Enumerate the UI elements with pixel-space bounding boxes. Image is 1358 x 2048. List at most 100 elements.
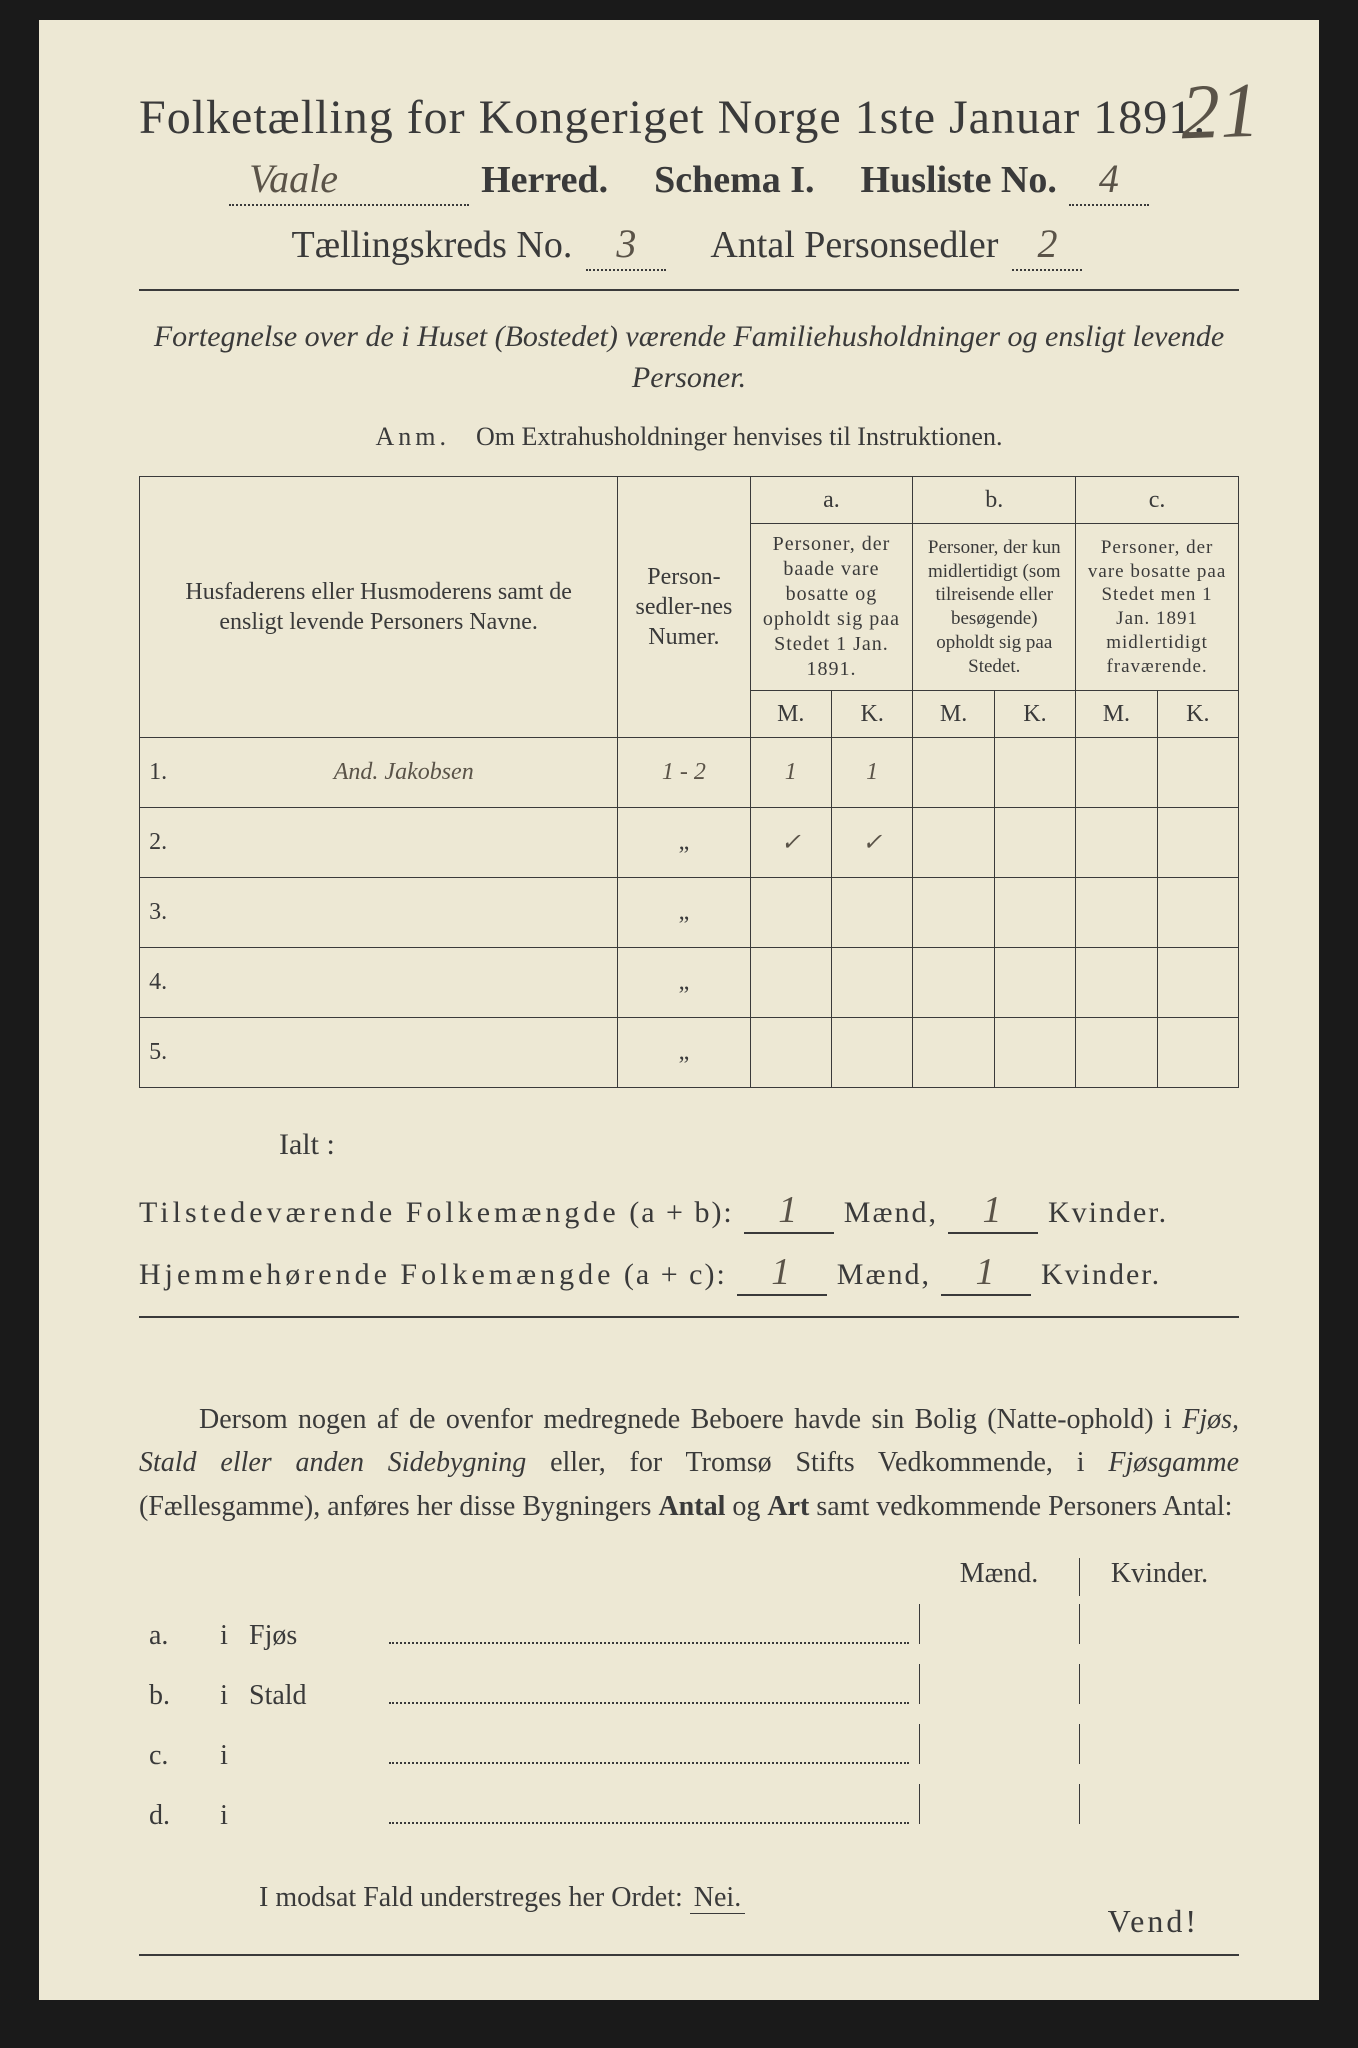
col-a-label: a.	[750, 477, 913, 524]
schema-label: Schema I.	[654, 158, 814, 202]
bld-k	[1079, 1784, 1239, 1824]
buildings-block: Mænd. Kvinder. a.iFjøsb.iStaldc.id.i	[139, 1558, 1239, 1832]
bld-dots	[389, 1762, 909, 1764]
t1-m: 1	[744, 1188, 834, 1234]
row-b-k	[994, 878, 1075, 948]
census-form-page: 2 1 Folketælling for Kongeriget Norge 1st…	[39, 20, 1319, 2000]
col-a-text: Personer, der baade vare bosatte og opho…	[750, 524, 913, 691]
row-b-m	[913, 1018, 994, 1088]
totals-row-1: Tilstedeværende Folkemængde (a + b): 1 M…	[139, 1188, 1239, 1234]
herred-label: Herred.	[481, 158, 608, 202]
census-table: Husfaderens eller Husmoderens samt de en…	[139, 476, 1239, 1088]
ialt-label: Ialt :	[279, 1128, 1239, 1162]
census-table-wrap: Husfaderens eller Husmoderens samt de en…	[139, 476, 1239, 1088]
bld-letter: a.	[139, 1620, 199, 1652]
bld-dots	[389, 1702, 909, 1704]
col-c-m: M.	[1076, 691, 1157, 738]
bld-dots	[389, 1822, 909, 1824]
table-row: 5.„	[140, 1018, 1239, 1088]
row-name	[180, 948, 618, 1018]
row-a-k	[831, 878, 912, 948]
bld-i: i	[199, 1620, 249, 1652]
row-c-k	[1157, 1018, 1238, 1088]
personsedler-label: Antal Personsedler	[710, 223, 998, 267]
row-b-m	[913, 948, 994, 1018]
row-b-k	[994, 738, 1075, 808]
row-b-k	[994, 948, 1075, 1018]
header-line-2: Vaale Herred. Schema I. Husliste No. 4	[139, 155, 1239, 206]
table-row: 3. „	[140, 878, 1239, 948]
main-title: Folketælling for Kongeriget Norge 1ste J…	[139, 90, 1239, 145]
herred-value: Vaale	[229, 155, 469, 206]
nei-line: I modsat Fald understreges her Ordet: Ne…	[139, 1882, 1239, 1914]
subtitle-text: Fortegnelse over de i Huset (Bostedet) v…	[154, 320, 1224, 394]
row-a-k	[831, 1018, 912, 1088]
row-a-k: ✓	[831, 808, 912, 878]
row-a-m	[750, 1018, 831, 1088]
row-c-m	[1076, 878, 1157, 948]
bld-i: i	[199, 1740, 249, 1772]
row-c-k	[1157, 948, 1238, 1018]
bld-k	[1079, 1604, 1239, 1644]
totals-block: Tilstedeværende Folkemængde (a + b): 1 M…	[139, 1188, 1239, 1296]
header-line-3: Tællingskreds No. 3 Antal Personsedler 2	[139, 220, 1239, 271]
row-c-m	[1076, 738, 1157, 808]
row-c-k	[1157, 738, 1238, 808]
bld-i: i	[199, 1800, 249, 1832]
row-a-k: 1	[831, 738, 912, 808]
row-numer: 1 - 2	[618, 738, 750, 808]
row-number: 3.	[140, 878, 181, 948]
col-c-text: Personer, der vare bosatte paa Stedet me…	[1076, 524, 1239, 691]
totals-row-2: Hjemmehørende Folkemængde (a + c): 1 Mæn…	[139, 1250, 1239, 1296]
rule-1	[139, 289, 1239, 291]
census-tbody: 1.And. Jakobsen1 - 2112.„✓✓3.„4.„5.„	[140, 738, 1239, 1088]
personsedler-value: 2	[1012, 220, 1082, 271]
row-number: 1.	[140, 738, 181, 808]
nei-pre: I modsat Fald understreges her Ordet:	[259, 1882, 683, 1913]
row-c-m	[1076, 808, 1157, 878]
building-row: b.iStald	[139, 1664, 1239, 1712]
husliste-label: Husliste No.	[861, 158, 1057, 202]
nei-word: Nei.	[690, 1882, 745, 1914]
bld-m	[919, 1664, 1079, 1704]
kreds-value: 3	[586, 220, 666, 271]
anm-text: Om Extrahusholdninger henvises til Instr…	[476, 422, 1002, 451]
building-row: a.iFjøs	[139, 1604, 1239, 1652]
row-numer: „	[618, 878, 750, 948]
table-row: 1.And. Jakobsen1 - 211	[140, 738, 1239, 808]
row-name: And. Jakobsen	[180, 738, 618, 808]
row-numer: „	[618, 808, 750, 878]
t2-maend: Mænd,	[837, 1258, 931, 1292]
t1-k: 1	[948, 1188, 1038, 1234]
row-b-m	[913, 738, 994, 808]
row-a-m: 1	[750, 738, 831, 808]
building-row: d.i	[139, 1784, 1239, 1832]
col-a-k: K.	[831, 691, 912, 738]
row-name	[180, 878, 618, 948]
row-number: 5.	[140, 1018, 181, 1088]
row-c-m	[1076, 1018, 1157, 1088]
t1-kvinder: Kvinder.	[1048, 1196, 1168, 1230]
bld-k	[1079, 1664, 1239, 1704]
t2-k: 1	[941, 1250, 1031, 1296]
row-b-k	[994, 808, 1075, 878]
buildings-rows: a.iFjøsb.iStaldc.id.i	[139, 1604, 1239, 1832]
col-names: Husfaderens eller Husmoderens samt de en…	[140, 477, 618, 738]
row-b-m	[913, 878, 994, 948]
rule-2	[139, 1316, 1239, 1318]
row-number: 4.	[140, 948, 181, 1018]
row-b-m	[913, 808, 994, 878]
row-a-m	[750, 948, 831, 1018]
table-row: 4. „	[140, 948, 1239, 1018]
vend-label: Vend!	[1108, 1903, 1199, 1940]
bld-dots	[389, 1642, 909, 1644]
col-b-text: Personer, der kun midlertidigt (som tilr…	[913, 524, 1076, 691]
row-c-k	[1157, 878, 1238, 948]
rule-3	[139, 1954, 1239, 1956]
col-numer: Person-sedler-nes Numer.	[618, 477, 750, 738]
col-a-m: M.	[750, 691, 831, 738]
bld-m	[919, 1604, 1079, 1644]
bld-i: i	[199, 1680, 249, 1712]
row-numer: „	[618, 948, 750, 1018]
table-row: 2.„✓✓	[140, 808, 1239, 878]
